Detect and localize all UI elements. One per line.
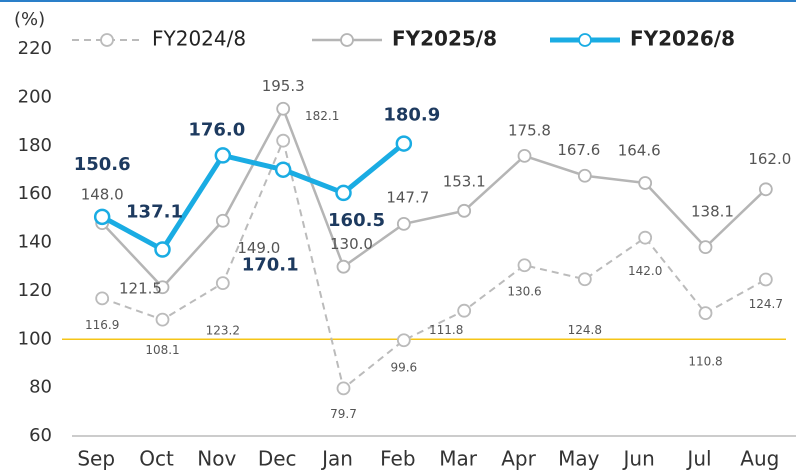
- data-label: 123.2: [206, 324, 240, 338]
- x-tick-label: Mar: [439, 447, 478, 471]
- data-point: [276, 101, 291, 116]
- legend-marker: [340, 33, 354, 47]
- data-label: 162.0: [748, 150, 791, 168]
- data-label: 149.0: [237, 239, 280, 257]
- data-point: [274, 161, 292, 178]
- y-tick-label: 220: [18, 38, 52, 59]
- data-point: [396, 216, 411, 231]
- y-tick-label: 100: [18, 328, 52, 349]
- x-tick-label: Apr: [501, 447, 536, 471]
- data-label: 137.1: [126, 202, 183, 223]
- data-point: [396, 333, 411, 348]
- data-point: [698, 306, 713, 321]
- data-label: 150.6: [74, 154, 131, 175]
- data-point: [215, 213, 230, 228]
- data-label: 153.1: [443, 172, 486, 190]
- data-point: [517, 258, 532, 273]
- y-tick-label: 200: [18, 86, 52, 107]
- data-label: 160.5: [328, 210, 385, 231]
- x-tick-label: May: [558, 447, 600, 471]
- data-label: 182.1: [305, 109, 339, 123]
- x-tick-label: Dec: [258, 447, 297, 471]
- data-point: [93, 208, 111, 226]
- data-label: 176.0: [188, 119, 245, 140]
- data-point: [214, 147, 232, 164]
- data-point: [758, 182, 773, 197]
- data-point: [758, 272, 773, 287]
- y-tick-label: 80: [29, 377, 52, 398]
- legend-label: FY2025/8: [392, 27, 497, 51]
- data-point: [276, 133, 291, 148]
- data-point: [335, 184, 352, 202]
- data-label: 99.6: [390, 361, 417, 375]
- data-point: [215, 276, 230, 291]
- data-label: 147.7: [386, 188, 429, 206]
- data-point: [154, 241, 171, 258]
- data-label: 167.6: [557, 141, 600, 159]
- y-tick-label: 160: [18, 183, 52, 204]
- data-label: 130.0: [330, 235, 373, 253]
- data-point: [336, 381, 351, 396]
- data-point: [638, 230, 653, 245]
- data-point: [517, 149, 532, 163]
- x-tick-label: Aug: [740, 447, 779, 471]
- data-label: 195.3: [262, 77, 305, 95]
- legend-label: FY2026/8: [630, 27, 735, 51]
- y-tick-label: 180: [18, 135, 52, 156]
- data-point: [395, 135, 413, 152]
- data-label: 116.9: [85, 318, 119, 332]
- x-tick-label: Sep: [77, 447, 115, 471]
- data-point: [336, 259, 351, 274]
- x-tick-label: Oct: [139, 447, 174, 471]
- data-point: [577, 272, 592, 287]
- data-label: 110.8: [688, 355, 722, 369]
- data-label: 108.1: [145, 343, 179, 357]
- y-tick-label: 140: [18, 232, 52, 253]
- data-label: 170.1: [242, 255, 299, 276]
- data-label: 180.9: [383, 105, 440, 126]
- data-label: 175.8: [508, 121, 551, 139]
- data-point: [577, 168, 592, 183]
- data-label: 142.0: [628, 264, 662, 278]
- data-point: [155, 312, 170, 327]
- y-tick-label: 120: [18, 280, 52, 301]
- legend-marker: [578, 33, 592, 47]
- data-point: [155, 280, 170, 295]
- data-label: 124.8: [568, 323, 602, 337]
- y-tick-label: 60: [29, 425, 52, 446]
- data-label: 121.5: [119, 280, 162, 298]
- data-label: 79.7: [330, 407, 357, 421]
- series-line: [101, 137, 767, 391]
- data-label: 148.0: [81, 186, 124, 204]
- data-label: 164.6: [618, 141, 661, 159]
- series-line: [100, 141, 406, 253]
- data-point: [457, 203, 472, 218]
- x-tick-label: Nov: [197, 447, 236, 471]
- data-label: 124.7: [749, 297, 783, 311]
- x-tick-label: Feb: [380, 447, 415, 471]
- data-label: 138.1: [691, 203, 734, 221]
- x-tick-label: Jun: [622, 447, 655, 471]
- data-point: [698, 240, 713, 254]
- legend-label: FY2024/8: [152, 27, 246, 51]
- data-label: 111.8: [429, 323, 463, 337]
- legend-marker: [100, 33, 114, 47]
- x-tick-label: Jan: [320, 447, 353, 471]
- data-label: 130.6: [507, 285, 541, 299]
- x-tick-label: Jul: [685, 447, 711, 471]
- series-line: [101, 105, 767, 290]
- data-point: [95, 291, 110, 306]
- y-axis-label: (%): [14, 9, 45, 30]
- data-point: [457, 303, 472, 318]
- data-point: [638, 176, 653, 190]
